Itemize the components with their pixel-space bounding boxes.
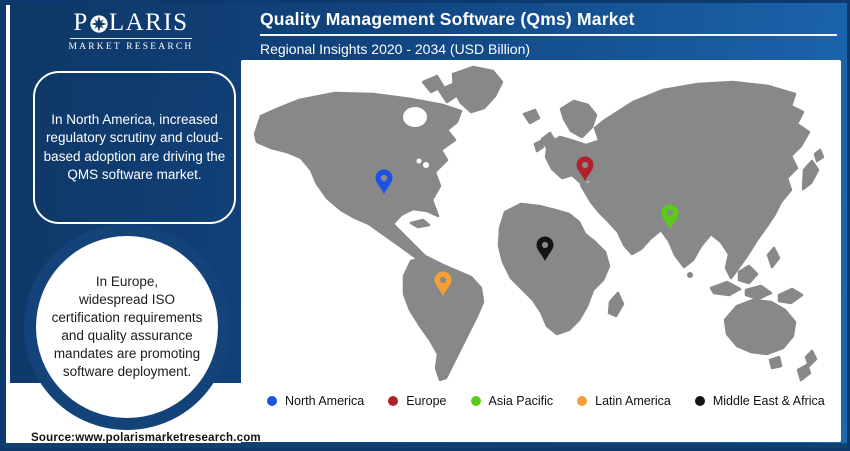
continent-asia (579, 80, 811, 280)
island-new-zealand (804, 349, 818, 368)
continent-africa (497, 202, 611, 336)
header: Quality Management Software (Qms) Market… (260, 8, 840, 58)
map-pin-north-america-icon (375, 169, 393, 194)
legend-item-latin-america: Latin America (577, 394, 671, 408)
page-title: Quality Management Software (Qms) Market (260, 9, 635, 29)
legend-dot-north-america-icon (267, 396, 277, 406)
continent-south-america (402, 255, 485, 382)
logo-text-suffix: LARIS (108, 9, 189, 36)
continent-north-america (253, 91, 463, 265)
insight-europe-text: In Europe, widespread ISO certification … (51, 274, 203, 379)
legend-item-asia-pacific: Asia Pacific (470, 394, 554, 408)
source-text: Source:www.polarismarketresearch.com (31, 432, 261, 444)
island-iceland (522, 108, 541, 125)
legend-item-north-america: North America (267, 394, 364, 408)
legend-label: Latin America (595, 394, 671, 408)
map-panel: North America Europe Asia Pacific Latin … (241, 60, 841, 442)
continents (253, 65, 825, 382)
left-accent-line (6, 5, 10, 446)
map-pin-europe-icon (576, 156, 594, 181)
map-legend: North America Europe Asia Pacific Latin … (267, 394, 835, 408)
legend-item-europe: Europe (388, 394, 447, 408)
island-uk (540, 131, 557, 152)
legend-dot-europe-icon (388, 396, 399, 406)
legend-dot-middle-east-africa-icon (694, 396, 705, 406)
brand-name: P LARIS (61, 10, 201, 36)
title-divider (260, 34, 837, 36)
legend-label: Europe (406, 394, 447, 408)
logo-divider (70, 38, 192, 39)
compass-star-icon (90, 15, 108, 33)
island-new-guinea (777, 287, 804, 305)
island-greenland (451, 65, 504, 114)
brand-logo: P LARIS MARKET RESEARCH (61, 10, 201, 52)
logo-text-prefix: P (73, 9, 89, 36)
legend-dot-asia-pacific-icon (470, 396, 481, 406)
island-japan (801, 159, 820, 191)
brand-tagline: MARKET RESEARCH (68, 42, 194, 52)
map-pin-middle-east-africa-icon (536, 236, 554, 261)
legend-label: Middle East & Africa (712, 394, 825, 408)
insight-north-america: In North America, increased regulatory s… (33, 71, 236, 224)
legend-dot-latin-america-icon (577, 396, 588, 406)
map-pin-latin-america-icon (434, 271, 452, 296)
page-subtitle: Regional Insights 2020 - 2034 (USD Billi… (260, 41, 531, 57)
continent-australia (723, 298, 797, 356)
bottom-border-bar (3, 443, 847, 448)
legend-label: North America (285, 394, 365, 408)
island-madagascar (607, 291, 625, 318)
inland-water (403, 107, 429, 168)
world-map (253, 65, 825, 382)
insight-europe: In Europe, widespread ISO certification … (24, 224, 230, 430)
legend-item-middle-east-africa: Middle East & Africa (694, 394, 825, 408)
insight-north-america-text: In North America, increased regulatory s… (43, 111, 226, 182)
legend-label: Asia Pacific (488, 394, 554, 408)
map-pin-asia-pacific-icon (661, 204, 679, 229)
region-scandinavia (559, 99, 598, 139)
